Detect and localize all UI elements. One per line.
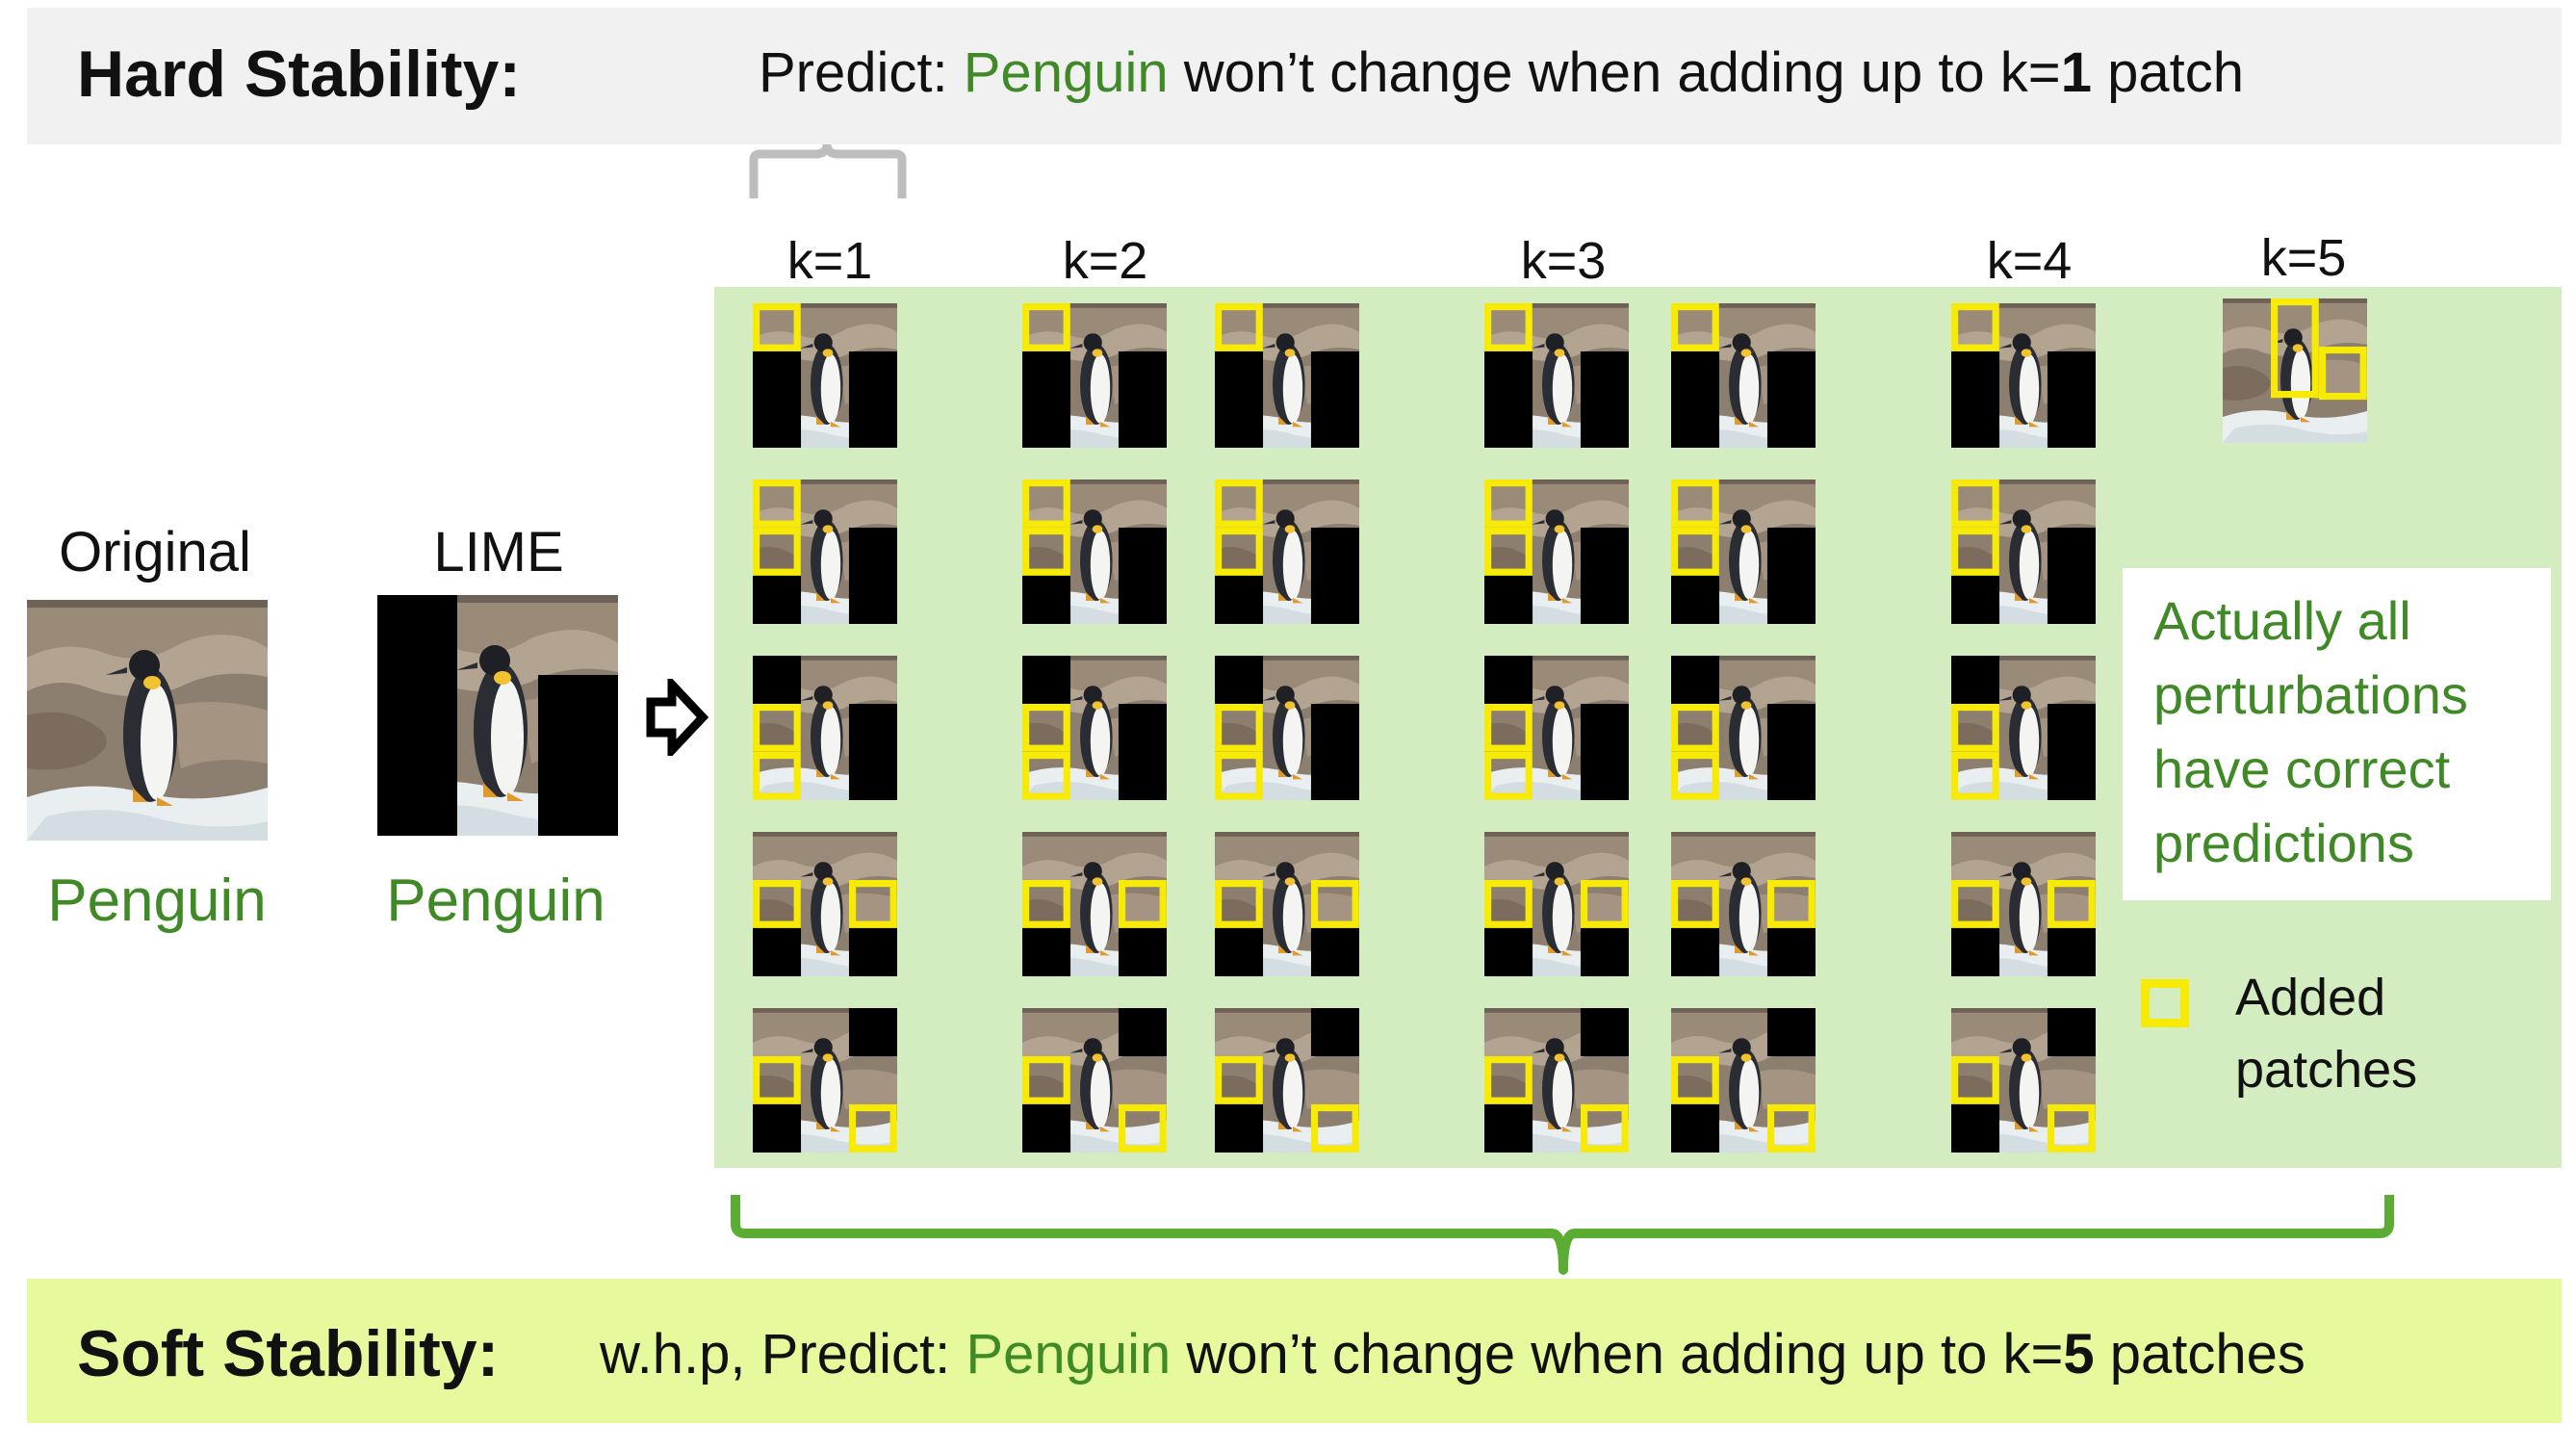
perturbation-thumbnail — [1671, 656, 1816, 800]
lime-prediction: Penguin — [386, 868, 605, 934]
k-label: k=3 — [1520, 232, 1607, 290]
note-line: predictions — [2153, 813, 2414, 873]
perturbation-thumbnail — [1022, 832, 1167, 976]
perturbation-thumbnail — [1215, 656, 1359, 800]
perturbation-thumbnail — [1215, 479, 1359, 624]
perturbation-thumbnail — [1671, 303, 1816, 448]
note-box: Actually all perturbations have correct … — [2123, 568, 2551, 900]
hard-stability-title: Hard Stability: — [77, 38, 521, 111]
k-label: k=1 — [786, 232, 873, 290]
perturbation-thumbnail — [1951, 656, 2096, 800]
perturbation-thumbnail — [1215, 1008, 1359, 1153]
lime-image — [377, 595, 618, 836]
perturbation-thumbnail — [753, 832, 897, 976]
perturbation-thumbnail — [1671, 1008, 1816, 1153]
perturbation-thumbnail — [753, 1008, 897, 1153]
k-label: k=2 — [1062, 232, 1148, 290]
perturbation-thumbnail — [1484, 832, 1629, 976]
lime-caption: LIME — [433, 521, 564, 583]
note-line: have correct — [2153, 738, 2451, 799]
perturbation-thumbnail — [1951, 479, 2096, 624]
legend-line: Added — [2235, 969, 2386, 1026]
hard-stability-banner — [27, 8, 2562, 144]
perturbation-thumbnail — [1215, 832, 1359, 976]
k-label: k=5 — [2260, 229, 2347, 287]
perturbation-thumbnail — [753, 479, 897, 624]
perturbation-thumbnail — [1022, 656, 1167, 800]
perturbation-thumbnail — [1671, 479, 1816, 624]
perturbation-thumbnail — [1484, 303, 1629, 448]
original-prediction: Penguin — [47, 868, 267, 934]
perturbation-thumbnail — [753, 303, 897, 448]
original-image — [27, 600, 268, 841]
perturbation-thumbnail — [1484, 656, 1629, 800]
perturbation-thumbnail — [753, 656, 897, 800]
note-line: perturbations — [2153, 664, 2468, 725]
soft-stability-sentence: w.h.p, Predict: Penguin won’t change whe… — [600, 1323, 2306, 1386]
hard-bracket — [749, 144, 907, 198]
added-patch-legend-icon — [2141, 979, 2189, 1027]
perturbation-thumbnail — [1022, 303, 1167, 448]
hard-stability-sentence: Predict: Penguin won’t change when addin… — [759, 41, 2244, 104]
perturbation-thumbnail — [1951, 832, 2096, 976]
perturbation-thumbnail — [1022, 479, 1167, 624]
soft-stability-title: Soft Stability: — [77, 1317, 500, 1390]
perturbation-thumbnail — [1484, 1008, 1629, 1153]
perturbation-thumbnail — [1022, 1008, 1167, 1153]
perturbation-thumbnail — [1215, 303, 1359, 448]
perturbation-thumbnail — [1671, 832, 1816, 976]
arrow-right-icon — [646, 679, 709, 756]
perturbation-thumbnail — [1484, 479, 1629, 624]
original-caption: Original — [59, 521, 251, 583]
note-line: Actually all — [2153, 590, 2411, 651]
k-label: k=4 — [1986, 232, 2073, 290]
perturbation-thumbnail — [1951, 303, 2096, 448]
soft-stability-banner — [27, 1279, 2562, 1423]
perturbation-thumbnail — [1951, 1008, 2096, 1153]
soft-brace — [731, 1195, 2394, 1275]
perturbation-thumbnail-k5 — [2223, 298, 2367, 443]
legend-line: patches — [2235, 1041, 2418, 1099]
